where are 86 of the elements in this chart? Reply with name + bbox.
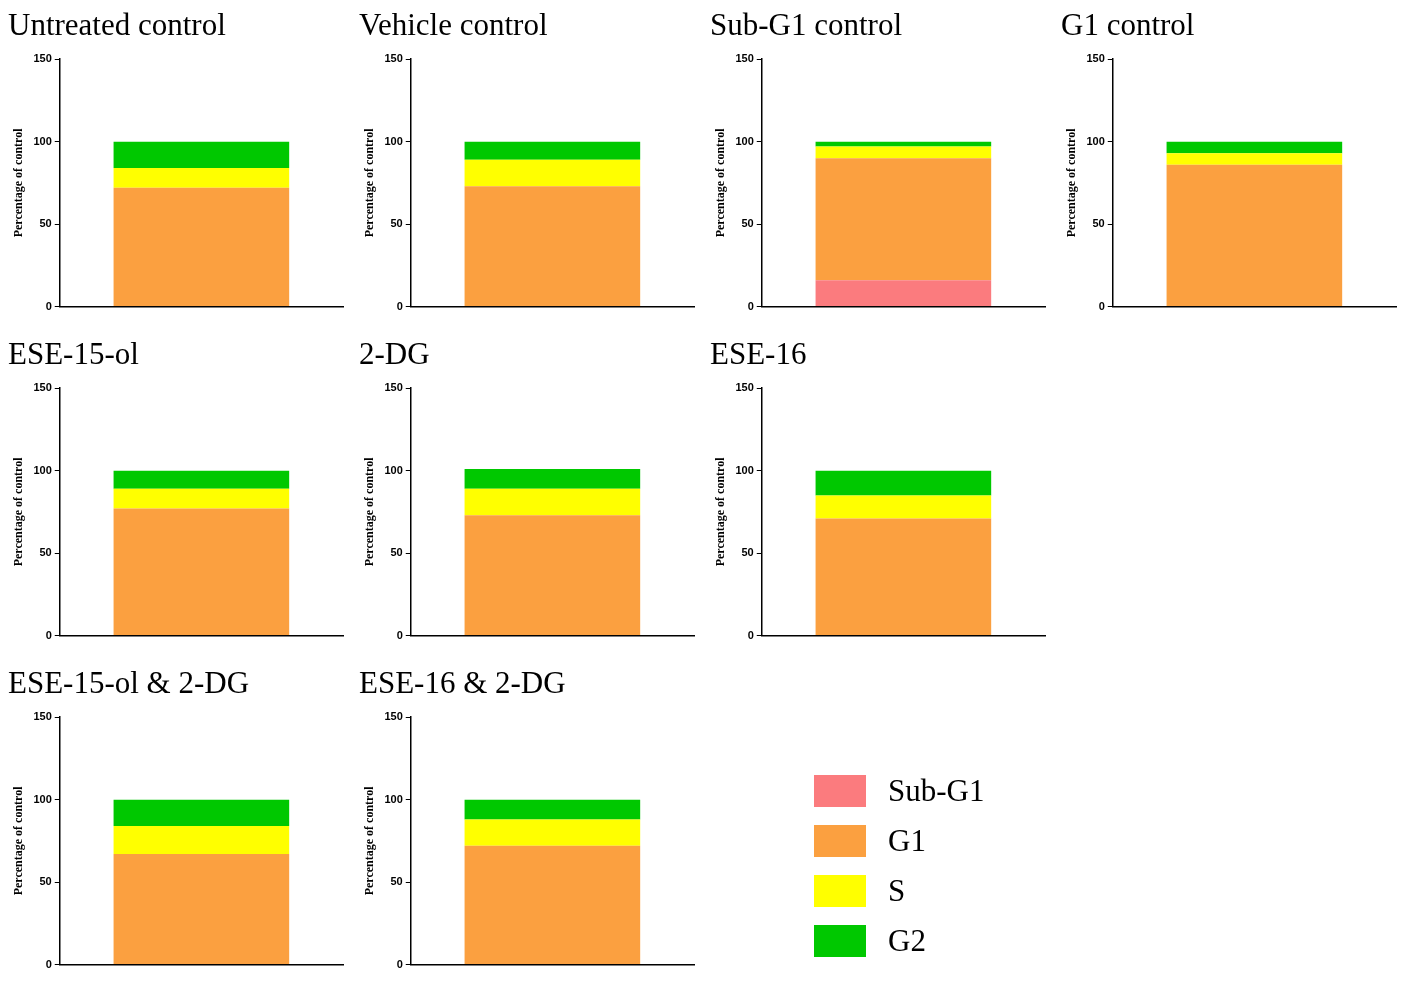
y-tick-label: 150: [1086, 52, 1105, 65]
y-tick-label: 150: [384, 710, 403, 723]
y-tick-label: 50: [741, 217, 754, 230]
chart-title: G1 control: [1061, 6, 1195, 42]
bar: [113, 799, 290, 827]
y-tick-label: 100: [33, 134, 52, 147]
y-tick-label: 50: [390, 546, 403, 559]
chart-title: Untreated control: [8, 6, 226, 42]
chart-title: Sub-G1 control: [710, 6, 903, 42]
bar: [113, 826, 290, 855]
y-axis-title: Percentage of control: [11, 127, 26, 238]
bar: [815, 470, 992, 496]
bar: [113, 470, 290, 489]
bar: [1166, 153, 1343, 165]
y-tick-label: 50: [39, 546, 52, 559]
bar: [113, 168, 290, 188]
y-axis-title: Percentage of control: [362, 785, 377, 896]
y-axis-title: Percentage of control: [713, 127, 728, 238]
y-axis-title: Percentage of control: [362, 456, 377, 567]
y-tick-label: 150: [33, 52, 52, 65]
y-tick-label: 50: [1092, 217, 1105, 230]
y-tick-label: 0: [396, 299, 403, 312]
legend-label: G1: [888, 823, 926, 859]
y-tick-label: 0: [45, 299, 52, 312]
bar: [815, 141, 992, 147]
chart-title: Vehicle control: [359, 6, 548, 42]
legend-label: Sub-G1: [888, 773, 985, 809]
bar: [464, 845, 641, 965]
y-tick-label: 100: [384, 792, 403, 805]
bar: [1166, 164, 1343, 307]
y-tick-label: 100: [1086, 134, 1105, 147]
chart-title: ESE-15-ol & 2-DG: [8, 664, 250, 700]
bar: [464, 186, 641, 307]
y-tick-label: 0: [747, 628, 754, 641]
y-tick-label: 0: [396, 957, 403, 970]
bar: [464, 159, 641, 187]
bar: [815, 146, 992, 159]
y-tick-label: 100: [33, 463, 52, 476]
chart-title: 2-DG: [359, 335, 430, 371]
y-tick-label: 50: [390, 217, 403, 230]
y-tick-label: 150: [384, 52, 403, 65]
y-tick-label: 100: [735, 463, 754, 476]
y-axis-title: Percentage of control: [11, 785, 26, 896]
bar: [113, 854, 290, 965]
chart-title: ESE-15-ol: [8, 335, 139, 371]
y-tick-label: 0: [45, 628, 52, 641]
y-tick-label: 50: [39, 217, 52, 230]
bar: [464, 488, 641, 516]
y-tick-label: 150: [33, 710, 52, 723]
y-tick-label: 100: [33, 792, 52, 805]
bar: [464, 819, 641, 846]
y-tick-label: 150: [735, 381, 754, 394]
y-tick-label: 50: [741, 546, 754, 559]
bar: [113, 508, 290, 636]
y-tick-label: 0: [396, 628, 403, 641]
y-axis-title: Percentage of control: [11, 456, 26, 567]
bar: [1166, 141, 1343, 154]
y-tick-label: 50: [390, 875, 403, 888]
y-tick-label: 0: [747, 299, 754, 312]
bar: [113, 488, 290, 509]
bar: [815, 495, 992, 519]
legend-label: S: [888, 873, 906, 909]
bar: [113, 187, 290, 307]
legend-label: G2: [888, 923, 926, 959]
y-tick-label: 150: [33, 381, 52, 394]
y-tick-label: 100: [384, 463, 403, 476]
y-tick-label: 100: [735, 134, 754, 147]
y-tick-label: 100: [384, 134, 403, 147]
y-tick-label: 0: [45, 957, 52, 970]
y-axis-title: Percentage of control: [1064, 127, 1079, 238]
bar: [464, 799, 641, 820]
bar: [464, 469, 641, 489]
y-tick-label: 150: [735, 52, 754, 65]
bar: [815, 280, 992, 307]
bar: [113, 141, 290, 169]
bar: [815, 518, 992, 636]
y-axis-title: Percentage of control: [362, 127, 377, 238]
y-tick-label: 50: [39, 875, 52, 888]
bar: [815, 158, 992, 281]
chart-title: ESE-16: [710, 335, 807, 371]
bar: [464, 515, 641, 636]
y-tick-label: 0: [1098, 299, 1105, 312]
bar: [464, 141, 641, 160]
y-axis-title: Percentage of control: [713, 456, 728, 567]
y-tick-label: 150: [384, 381, 403, 394]
chart-title: ESE-16 & 2-DG: [359, 664, 566, 700]
